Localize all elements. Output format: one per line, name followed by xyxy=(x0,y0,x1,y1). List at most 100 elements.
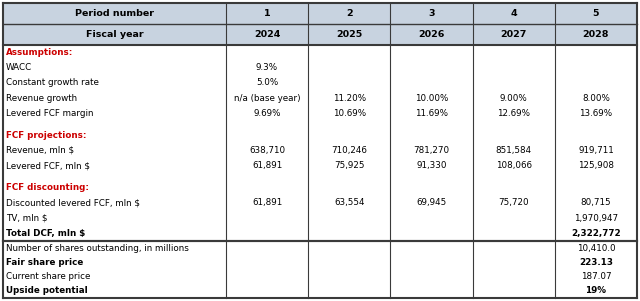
Bar xyxy=(226,241,308,255)
Bar xyxy=(308,121,390,128)
Bar xyxy=(390,211,472,226)
Bar xyxy=(472,3,555,24)
Bar xyxy=(390,173,472,180)
Text: 9.3%: 9.3% xyxy=(256,63,278,72)
Bar xyxy=(472,241,555,255)
Text: 10,410.0: 10,410.0 xyxy=(577,244,615,253)
Bar xyxy=(472,121,555,128)
Bar xyxy=(390,180,472,195)
Text: 69,945: 69,945 xyxy=(417,198,447,207)
Text: 3: 3 xyxy=(428,9,435,18)
Bar xyxy=(390,195,472,211)
Bar xyxy=(308,226,390,241)
Text: Total DCF, mln $: Total DCF, mln $ xyxy=(6,229,85,238)
Text: 781,270: 781,270 xyxy=(413,146,449,155)
Text: 919,711: 919,711 xyxy=(578,146,614,155)
Bar xyxy=(226,75,308,90)
Bar xyxy=(3,143,226,158)
Bar xyxy=(226,284,308,298)
Bar xyxy=(3,3,226,24)
Bar xyxy=(226,3,308,24)
Bar xyxy=(555,255,637,270)
Bar xyxy=(3,180,226,195)
Bar xyxy=(472,255,555,270)
Text: 13.69%: 13.69% xyxy=(579,109,612,118)
Bar xyxy=(390,226,472,241)
Bar xyxy=(390,90,472,106)
Text: 108,066: 108,066 xyxy=(495,161,532,170)
Bar xyxy=(308,75,390,90)
Text: 2,322,772: 2,322,772 xyxy=(571,229,621,238)
Text: 223.13: 223.13 xyxy=(579,258,613,267)
Bar xyxy=(3,284,226,298)
Bar xyxy=(390,75,472,90)
Text: 9.00%: 9.00% xyxy=(500,94,527,103)
Bar xyxy=(308,90,390,106)
Bar xyxy=(3,90,226,106)
Text: 638,710: 638,710 xyxy=(249,146,285,155)
Text: 91,330: 91,330 xyxy=(416,161,447,170)
Text: Upside potential: Upside potential xyxy=(6,286,88,295)
Text: 5: 5 xyxy=(593,9,599,18)
Text: Assumptions:: Assumptions: xyxy=(6,48,74,57)
Bar xyxy=(390,3,472,24)
Text: 12.69%: 12.69% xyxy=(497,109,530,118)
Bar xyxy=(226,173,308,180)
Bar xyxy=(3,24,226,45)
Bar xyxy=(308,211,390,226)
Text: Revenue growth: Revenue growth xyxy=(6,94,77,103)
Bar xyxy=(308,60,390,75)
Text: 2: 2 xyxy=(346,9,353,18)
Bar xyxy=(226,211,308,226)
Bar xyxy=(555,75,637,90)
Bar xyxy=(3,226,226,241)
Text: Discounted levered FCF, mln $: Discounted levered FCF, mln $ xyxy=(6,198,140,207)
Bar xyxy=(555,270,637,284)
Bar xyxy=(472,284,555,298)
Bar xyxy=(472,75,555,90)
Bar xyxy=(308,3,390,24)
Text: 11.20%: 11.20% xyxy=(333,94,366,103)
Bar xyxy=(472,143,555,158)
Text: Number of shares outstanding, in millions: Number of shares outstanding, in million… xyxy=(6,244,189,253)
Bar xyxy=(472,195,555,211)
Text: Constant growth rate: Constant growth rate xyxy=(6,78,99,87)
Text: FCF discounting:: FCF discounting: xyxy=(6,183,89,192)
Bar xyxy=(472,226,555,241)
Text: FCF projections:: FCF projections: xyxy=(6,131,86,140)
Bar xyxy=(3,270,226,284)
Bar xyxy=(555,106,637,121)
Bar xyxy=(555,195,637,211)
Bar xyxy=(226,45,308,60)
Bar xyxy=(3,106,226,121)
Text: 2027: 2027 xyxy=(500,29,527,39)
Bar xyxy=(555,173,637,180)
Text: 8.00%: 8.00% xyxy=(582,94,610,103)
Bar xyxy=(226,195,308,211)
Bar xyxy=(390,45,472,60)
Bar xyxy=(390,24,472,45)
Bar xyxy=(226,128,308,143)
Bar xyxy=(308,128,390,143)
Bar xyxy=(472,158,555,173)
Bar xyxy=(390,60,472,75)
Text: Revenue, mln $: Revenue, mln $ xyxy=(6,146,74,155)
Bar xyxy=(226,158,308,173)
Bar xyxy=(555,90,637,106)
Bar xyxy=(555,3,637,24)
Bar xyxy=(308,180,390,195)
Bar xyxy=(472,211,555,226)
Bar xyxy=(308,255,390,270)
Bar xyxy=(226,226,308,241)
Bar xyxy=(555,226,637,241)
Bar xyxy=(308,24,390,45)
Text: 75,720: 75,720 xyxy=(499,198,529,207)
Bar xyxy=(308,270,390,284)
Text: 61,891: 61,891 xyxy=(252,161,282,170)
Bar xyxy=(308,106,390,121)
Text: 710,246: 710,246 xyxy=(332,146,367,155)
Text: Levered FCF, mln $: Levered FCF, mln $ xyxy=(6,161,90,170)
Text: 10.69%: 10.69% xyxy=(333,109,366,118)
Text: Fiscal year: Fiscal year xyxy=(86,29,143,39)
Text: Period number: Period number xyxy=(75,9,154,18)
